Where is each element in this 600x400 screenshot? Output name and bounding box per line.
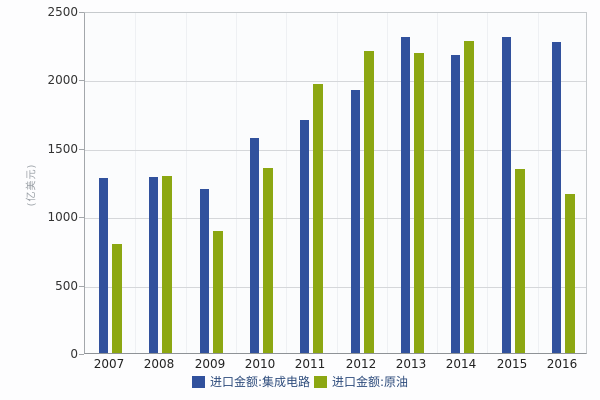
y-tick-mark: [79, 12, 84, 13]
legend: 进口金额:集成电路 进口金额:原油: [0, 373, 600, 390]
x-tick-label-2013: 2013: [395, 357, 427, 371]
x-tick-label-2014: 2014: [445, 357, 477, 371]
bar-oil-2015: [515, 169, 525, 353]
y-tick-mark: [79, 149, 84, 150]
y-tick-mark: [79, 354, 84, 355]
vertical-gridline: [337, 13, 338, 353]
gridline-1000: [85, 218, 586, 219]
legend-swatch-ic: [191, 375, 205, 388]
bar-ic-2009: [200, 189, 209, 353]
bar-ic-2007: [99, 178, 108, 353]
vertical-gridline: [135, 13, 136, 353]
x-tick-label-2012: 2012: [345, 357, 377, 371]
bar-ic-2013: [401, 37, 410, 353]
y-tick-label-500: 500: [55, 279, 78, 293]
bar-oil-2012: [364, 51, 374, 353]
bar-ic-2016: [552, 42, 561, 353]
gridline-500: [85, 287, 586, 288]
vertical-gridline: [538, 13, 539, 353]
vertical-gridline: [186, 13, 187, 353]
y-tick-mark: [79, 286, 84, 287]
bar-oil-2008: [162, 176, 172, 353]
y-tick-label-1000: 1000: [47, 210, 78, 224]
bar-ic-2015: [502, 37, 511, 353]
x-tick-label-2007: 2007: [93, 357, 125, 371]
y-tick-label-1500: 1500: [47, 142, 78, 156]
vertical-gridline: [487, 13, 488, 353]
legend-label-ic: 进口金额:集成电路: [209, 375, 310, 389]
y-tick-label-2500: 2500: [47, 5, 78, 19]
vertical-gridline: [387, 13, 388, 353]
gridline-1500: [85, 150, 586, 151]
gridline-2000: [85, 81, 586, 82]
legend-item-ic: 进口金额:集成电路: [191, 373, 310, 390]
plot-area: [84, 12, 587, 354]
bar-ic-2011: [300, 120, 309, 353]
bar-oil-2011: [313, 84, 323, 353]
x-tick-label-2016: 2016: [546, 357, 578, 371]
vertical-gridline: [286, 13, 287, 353]
bar-oil-2016: [565, 194, 575, 353]
bar-oil-2014: [464, 41, 474, 353]
bar-oil-2010: [263, 168, 273, 353]
x-tick-label-2015: 2015: [496, 357, 528, 371]
y-tick-label-2000: 2000: [47, 73, 78, 87]
x-tick-label-2011: 2011: [294, 357, 326, 371]
bar-oil-2007: [112, 244, 122, 353]
bar-ic-2010: [250, 138, 259, 353]
y-tick-label-0: 0: [70, 347, 78, 361]
y-tick-mark: [79, 217, 84, 218]
y-axis-title: (亿美元): [26, 163, 38, 207]
x-tick-label-2008: 2008: [143, 357, 175, 371]
bar-ic-2012: [351, 90, 360, 353]
bar-ic-2014: [451, 55, 460, 353]
bar-ic-2008: [149, 177, 158, 353]
legend-item-oil: 进口金额:原油: [314, 373, 408, 390]
bar-oil-2009: [213, 231, 223, 353]
legend-swatch-oil: [314, 375, 327, 388]
bar-oil-2013: [414, 53, 424, 353]
vertical-gridline: [236, 13, 237, 353]
legend-label-oil: 进口金额:原油: [332, 375, 409, 389]
x-tick-label-2010: 2010: [244, 357, 276, 371]
x-tick-label-2009: 2009: [194, 357, 226, 371]
y-tick-mark: [79, 80, 84, 81]
vertical-gridline: [437, 13, 438, 353]
